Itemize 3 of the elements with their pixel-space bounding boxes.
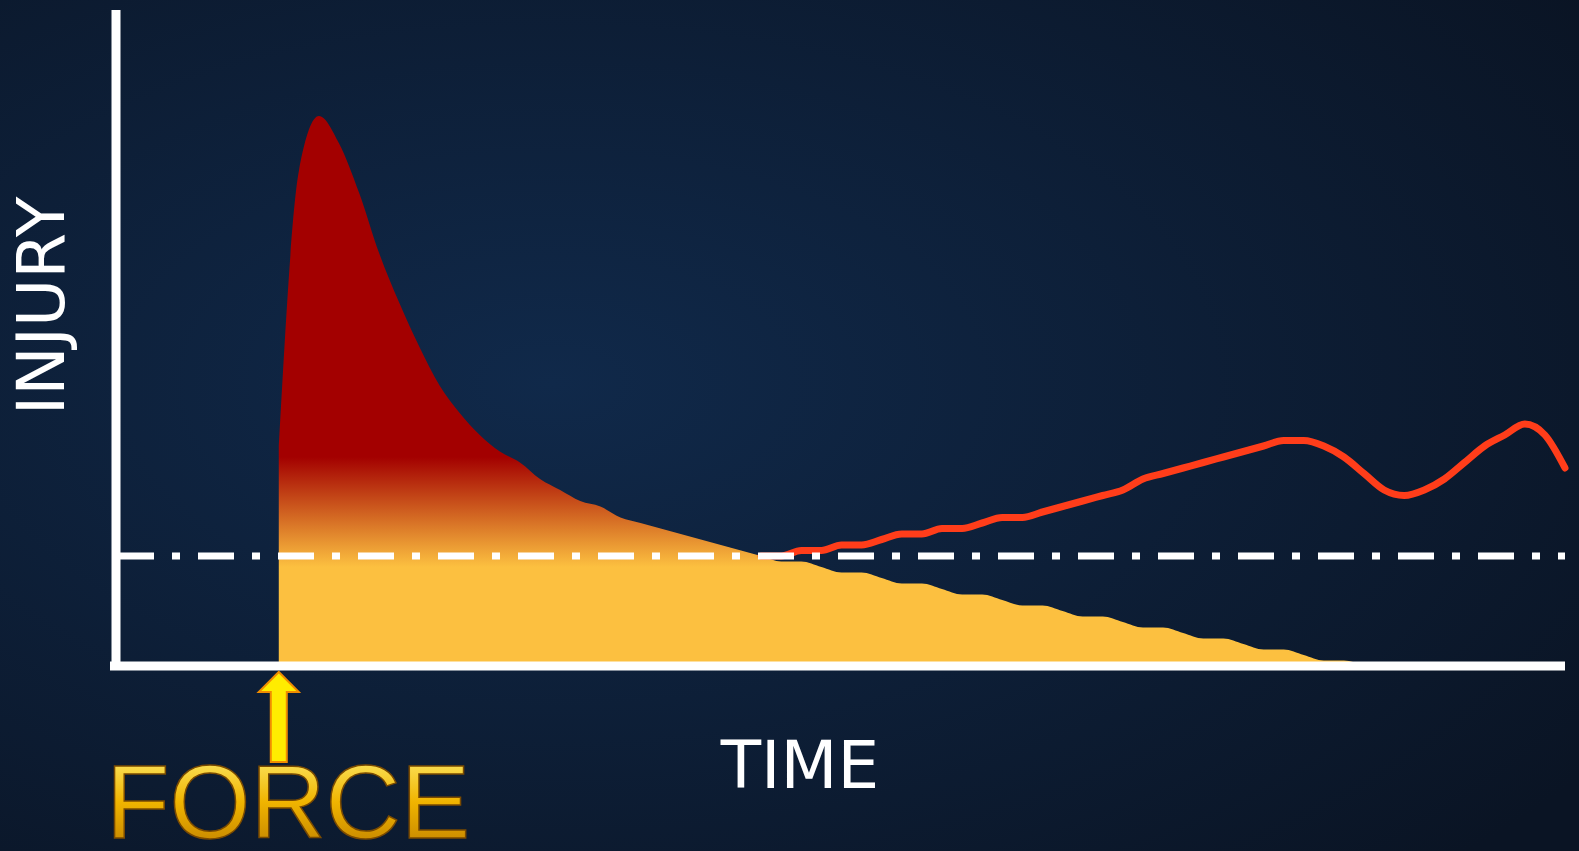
text: FORCE — [106, 744, 470, 851]
x-axis-title: TIME — [719, 727, 880, 804]
y-axis-title: INJURY — [3, 196, 80, 416]
